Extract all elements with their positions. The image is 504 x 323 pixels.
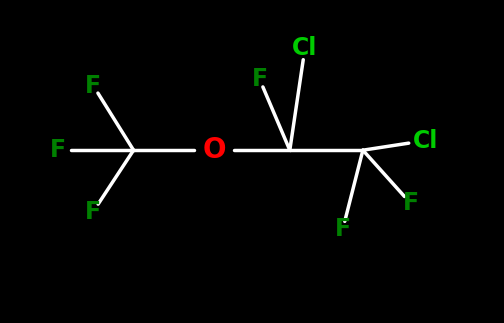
Text: F: F xyxy=(85,200,101,224)
Text: F: F xyxy=(251,67,268,91)
Text: F: F xyxy=(85,74,101,98)
Text: Cl: Cl xyxy=(413,129,438,152)
Text: Cl: Cl xyxy=(292,36,318,60)
Text: F: F xyxy=(50,138,66,162)
Text: O: O xyxy=(203,136,226,164)
Text: F: F xyxy=(403,192,419,215)
Text: F: F xyxy=(335,217,351,241)
